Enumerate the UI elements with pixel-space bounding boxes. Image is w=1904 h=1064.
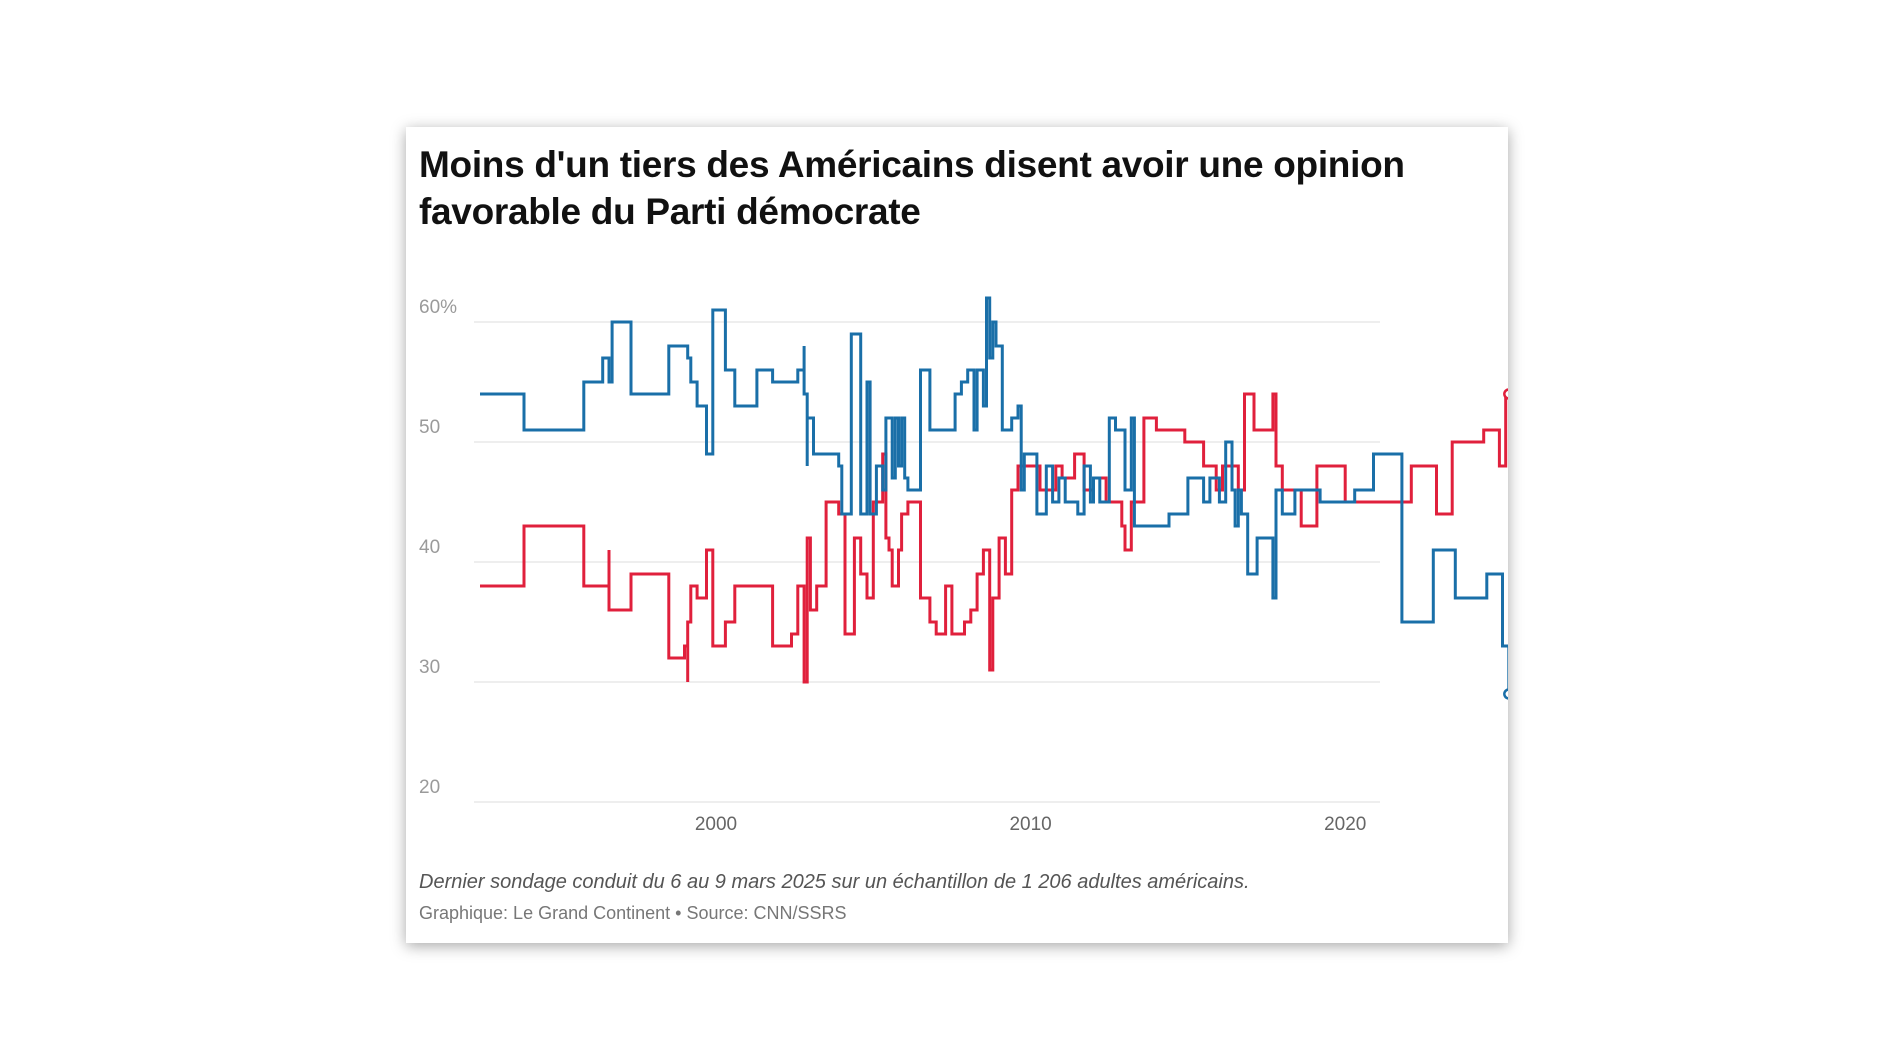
chart-title: Moins d'un tiers des Américains disent a… xyxy=(419,144,1405,232)
end-marker-favorable xyxy=(1503,688,1508,700)
series-line-favorable xyxy=(480,296,1508,694)
chart-plot: 2030405060%200020102020Défavorable54%Fav… xyxy=(419,296,1508,835)
y-tick-label-40: 40 xyxy=(419,537,440,558)
series-line-defavorable xyxy=(480,392,1508,684)
y-tick-label-60: 60% xyxy=(419,297,457,318)
x-tick-label-2020: 2020 xyxy=(1324,814,1366,835)
source-credit: Graphique: Le Grand Continent • Source: … xyxy=(419,903,847,923)
x-tick-label-2000: 2000 xyxy=(695,814,737,835)
y-tick-label-20: 20 xyxy=(419,777,440,798)
end-marker-defavorable xyxy=(1503,388,1508,400)
survey-note: Dernier sondage conduit du 6 au 9 mars 2… xyxy=(419,871,1250,893)
x-tick-label-2010: 2010 xyxy=(1009,814,1051,835)
y-tick-label-30: 30 xyxy=(419,657,440,678)
chart-card: Moins d'un tiers des Américains disent a… xyxy=(406,127,1508,943)
y-tick-label-50: 50 xyxy=(419,417,440,438)
